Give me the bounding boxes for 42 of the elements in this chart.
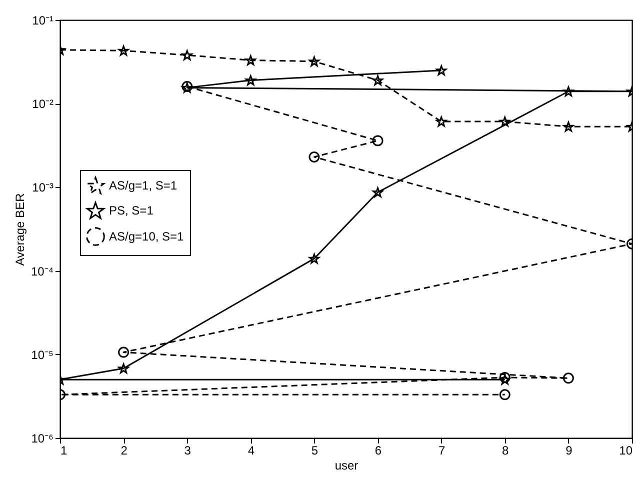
x-tick-label: 1 xyxy=(60,444,68,458)
point xyxy=(118,346,130,358)
point xyxy=(245,55,256,66)
point xyxy=(372,135,384,146)
y-tick-label: 10⁻⁴ xyxy=(30,264,54,278)
y-tick-label: 10⁻¹ xyxy=(32,14,54,28)
point xyxy=(500,374,510,385)
point xyxy=(500,116,510,127)
point xyxy=(499,389,510,400)
y-tick-label: 10⁻⁶ xyxy=(31,432,54,446)
point xyxy=(436,65,447,76)
x-tick-label: 2 xyxy=(120,444,128,458)
x-tick-label: 4 xyxy=(248,444,255,458)
legend-label: PS, S=1 xyxy=(109,204,154,218)
point xyxy=(118,363,129,374)
x-axis-title: user xyxy=(334,458,358,472)
y-tick-label: 10⁻⁵ xyxy=(31,348,54,362)
x-tick-label: 9 xyxy=(566,444,573,458)
point xyxy=(372,75,384,86)
y-tick-label: 10⁻³ xyxy=(32,180,54,195)
y-axis-title: Average BER xyxy=(12,192,27,266)
point xyxy=(245,75,256,86)
point xyxy=(563,86,574,96)
point xyxy=(562,372,574,384)
legend-label: AS/g=10, S=1 xyxy=(109,230,184,244)
x-tick-label: 3 xyxy=(184,444,192,458)
point xyxy=(118,46,129,56)
x-tick-label: 8 xyxy=(502,444,510,458)
y-tick-label: 10⁻² xyxy=(32,97,54,112)
point xyxy=(308,254,320,264)
point xyxy=(182,50,192,60)
point xyxy=(372,187,384,198)
x-tick-label: 10 xyxy=(619,444,633,458)
point xyxy=(308,56,320,66)
x-tick-label: 5 xyxy=(311,444,318,458)
point xyxy=(499,372,510,383)
x-tick-label: 6 xyxy=(374,444,382,458)
point xyxy=(436,116,447,127)
x-tick-label: 7 xyxy=(438,444,446,458)
point xyxy=(563,122,574,132)
legend-label: AS/g=1, S=1 xyxy=(109,178,178,192)
point xyxy=(308,151,320,162)
